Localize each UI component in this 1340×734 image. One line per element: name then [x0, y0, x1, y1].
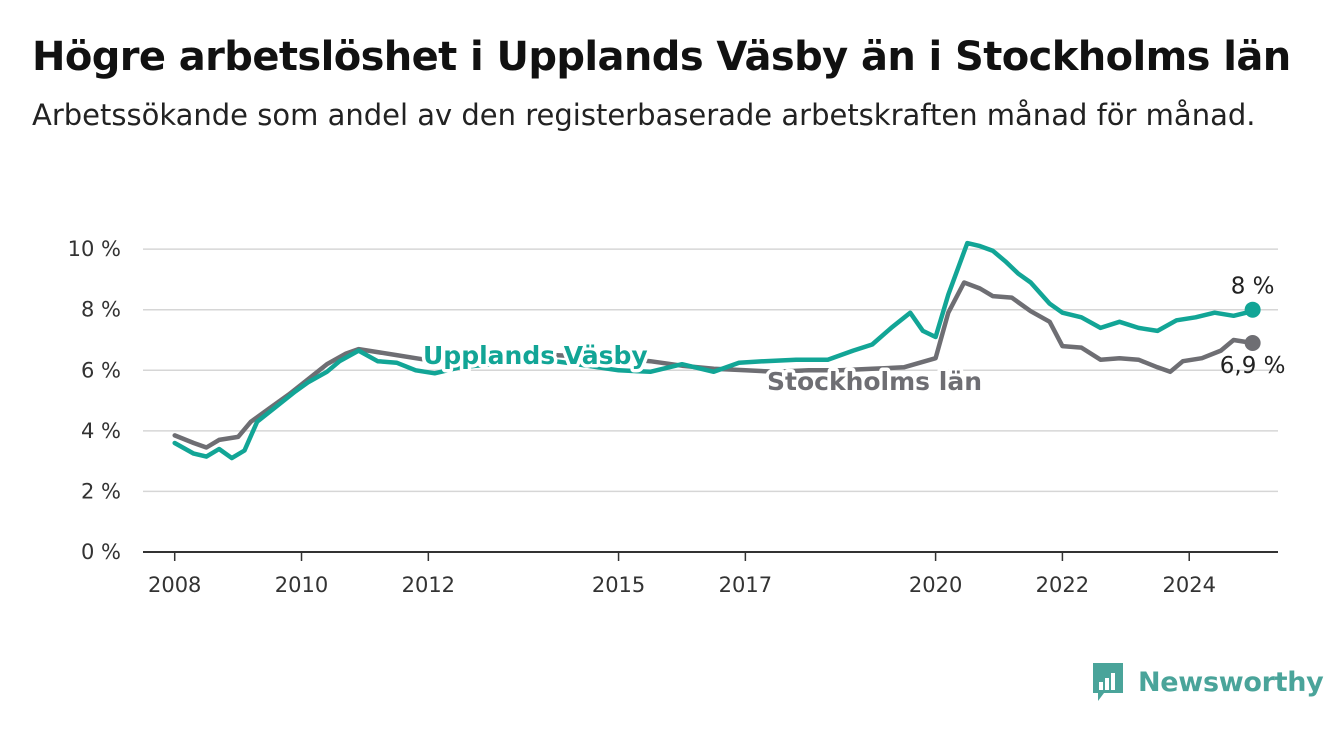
end-marker-upplands-vasby: [1244, 301, 1261, 318]
end-label-upplands-vasby: 8 %: [1231, 274, 1275, 300]
series-line-stockholms-lan: [172, 280, 1255, 450]
brand-name: Newsworthy: [1138, 666, 1324, 698]
x-tick-label: 2015: [592, 573, 645, 597]
brand-logo: Newsworthy: [1090, 660, 1324, 704]
chart-title: Högre arbetslöshet i Upplands Väsby än i…: [32, 34, 1291, 80]
y-tick-label: 8 %: [81, 298, 121, 322]
series-label-stockholms-lan: Stockholms län: [767, 367, 982, 396]
y-tick-label: 10 %: [68, 237, 121, 261]
y-tick-label: 2 %: [81, 479, 121, 503]
x-tick-label: 2020: [909, 573, 962, 597]
x-tick-label: 2012: [402, 573, 455, 597]
series-line-upplands-vasby: [172, 240, 1255, 461]
x-tick-label: 2022: [1036, 573, 1089, 597]
chart-subtitle: Arbetssökande som andel av den registerb…: [32, 98, 1256, 132]
y-tick-label: 4 %: [81, 419, 121, 443]
x-tick-label: 2008: [148, 573, 201, 597]
x-tick-label: 2010: [275, 573, 328, 597]
series-lines: [172, 240, 1261, 461]
x-tick-label: 2024: [1163, 573, 1216, 597]
series-label-upplands-vasby: Upplands Väsby: [423, 341, 648, 370]
end-label-stockholms-lan: 6,9 %: [1220, 353, 1286, 379]
x-tick-label: 2017: [719, 573, 772, 597]
axes: 0 % 2 % 4 % 6 % 8 % 10 % 2008 2010 2012 2015 2017 2…: [68, 237, 1278, 597]
labels: Upplands Väsby Stockholms län 8 % 6,9 %: [420, 274, 1286, 400]
end-marker-stockholms-lan: [1244, 335, 1261, 352]
y-tick-label: 6 %: [81, 358, 121, 382]
newsworthy-logo-icon: [1093, 663, 1123, 701]
y-tick-label: 0 %: [81, 540, 121, 564]
